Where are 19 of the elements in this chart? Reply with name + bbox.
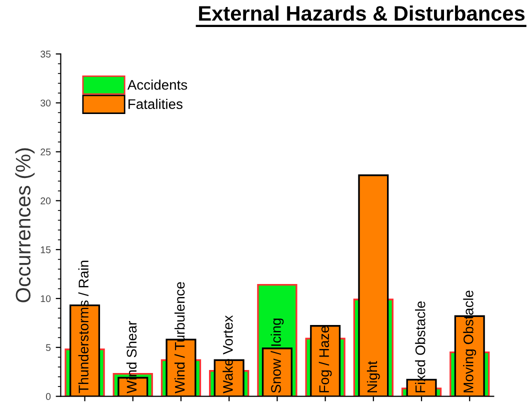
x-tick-label: Fog / Haze bbox=[318, 326, 332, 392]
y-tick-label: 0 bbox=[46, 393, 51, 400]
y-tick-label: 30 bbox=[40, 100, 51, 106]
x-tick-label: Night bbox=[366, 361, 380, 392]
y-tick-label: 10 bbox=[40, 295, 51, 302]
chart-title: External Hazards & Disturbances bbox=[199, 5, 525, 21]
y-tick-label: 25 bbox=[40, 148, 51, 156]
y-axis-title: Occurrences (%) bbox=[15, 148, 35, 302]
x-tick-label: Thunderstorms / Rain bbox=[78, 260, 88, 394]
y-tick-label: 20 bbox=[40, 197, 51, 204]
x-tick-label: Snow / Icing bbox=[270, 318, 284, 393]
y-tick-label: 5 bbox=[46, 344, 51, 352]
x-tick-label: Wind Shear bbox=[126, 321, 137, 394]
x-tick-label: Wind / Turbulence bbox=[174, 282, 185, 394]
y-tick-label: 35 bbox=[40, 50, 51, 58]
y-tick-label: 15 bbox=[40, 246, 51, 254]
legend-label: Fatalities bbox=[128, 98, 182, 110]
legend-label: Accidents bbox=[127, 80, 188, 90]
x-tick-label: Moving Obstacle bbox=[463, 290, 476, 392]
